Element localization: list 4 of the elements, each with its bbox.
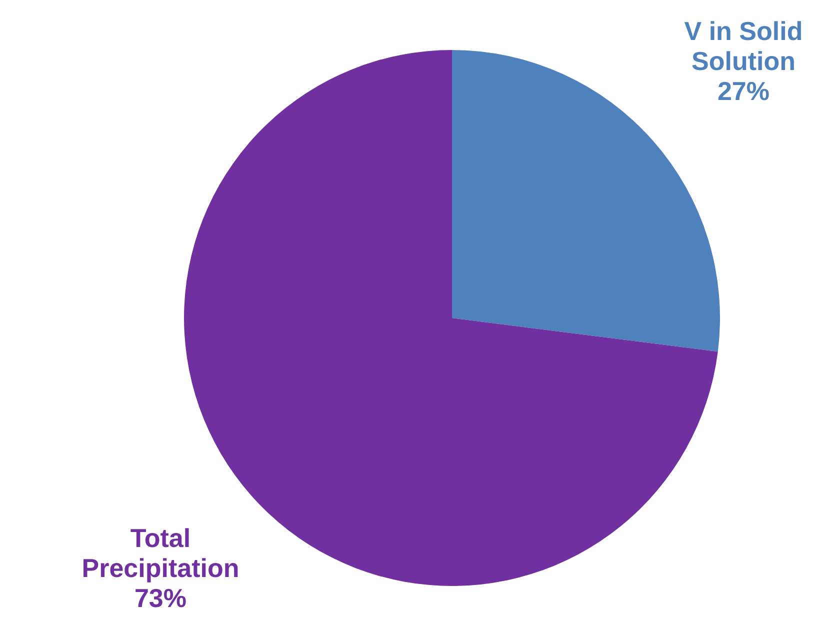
slice-label: Total Precipitation xyxy=(82,523,240,583)
data-label: 27% xyxy=(717,76,770,106)
data-label: 73% xyxy=(134,583,187,613)
slice-label: V in Solid Solution xyxy=(684,16,803,76)
